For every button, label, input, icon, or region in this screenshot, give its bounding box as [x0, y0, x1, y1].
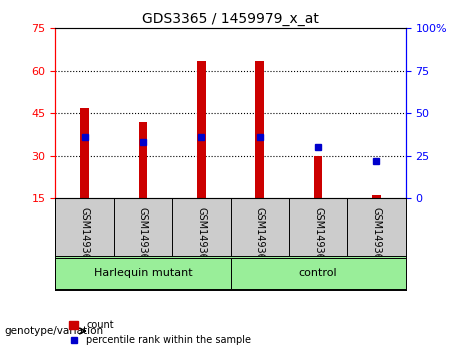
Bar — [138, 122, 147, 198]
Bar — [197, 61, 206, 198]
Bar — [372, 195, 381, 198]
Text: GSM149364: GSM149364 — [313, 207, 323, 266]
Text: genotype/variation: genotype/variation — [5, 326, 104, 336]
Text: GSM149362: GSM149362 — [196, 207, 207, 266]
Text: GSM149361: GSM149361 — [138, 207, 148, 266]
FancyBboxPatch shape — [230, 258, 406, 289]
FancyBboxPatch shape — [55, 258, 230, 289]
Text: control: control — [299, 268, 337, 278]
Text: Harlequin mutant: Harlequin mutant — [94, 268, 192, 278]
Bar — [80, 108, 89, 198]
Bar — [313, 156, 323, 198]
Text: GSM149360: GSM149360 — [79, 207, 89, 266]
Text: GSM149363: GSM149363 — [254, 207, 265, 266]
Legend: count, percentile rank within the sample: count, percentile rank within the sample — [65, 316, 255, 349]
Text: GSM149365: GSM149365 — [372, 207, 382, 266]
Title: GDS3365 / 1459979_x_at: GDS3365 / 1459979_x_at — [142, 12, 319, 26]
Bar — [255, 61, 264, 198]
